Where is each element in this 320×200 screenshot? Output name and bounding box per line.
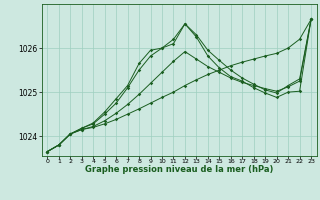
X-axis label: Graphe pression niveau de la mer (hPa): Graphe pression niveau de la mer (hPa) (85, 165, 273, 174)
